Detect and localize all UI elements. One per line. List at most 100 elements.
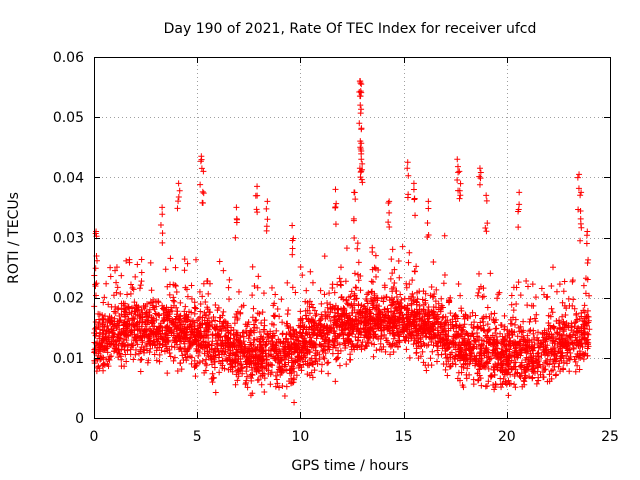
data-point — [238, 365, 245, 372]
data-point — [422, 299, 429, 306]
data-point — [395, 258, 402, 265]
data-point — [579, 344, 586, 351]
data-point — [237, 339, 244, 346]
data-point — [318, 300, 325, 307]
data-point — [584, 336, 591, 343]
data-point — [535, 329, 542, 336]
data-point — [96, 326, 103, 333]
data-point — [526, 318, 533, 325]
data-point — [508, 320, 515, 327]
data-point-spike — [159, 211, 166, 218]
data-point — [369, 244, 376, 251]
data-point-spike — [454, 163, 461, 170]
data-point — [528, 302, 535, 309]
data-point — [210, 313, 217, 320]
data-point — [303, 324, 310, 331]
data-point — [161, 304, 168, 311]
data-point — [299, 329, 306, 336]
data-point — [148, 287, 155, 294]
data-point — [512, 384, 519, 391]
data-point — [524, 283, 531, 290]
data-point — [360, 319, 367, 326]
data-point — [203, 356, 210, 363]
data-point — [155, 323, 162, 330]
data-point — [205, 290, 212, 297]
data-point — [116, 326, 123, 333]
data-point — [475, 289, 482, 296]
data-point — [273, 376, 280, 383]
data-point — [268, 284, 275, 291]
data-point — [121, 305, 128, 312]
data-point-spike — [356, 120, 363, 127]
data-point — [503, 353, 510, 360]
data-point — [206, 280, 213, 287]
data-point — [177, 299, 184, 306]
data-point — [417, 336, 424, 343]
data-point — [221, 365, 228, 372]
data-point — [284, 311, 291, 318]
data-point — [192, 305, 199, 312]
data-point — [115, 354, 122, 361]
data-point-peak — [358, 126, 365, 133]
data-point — [246, 361, 253, 368]
data-point — [288, 333, 295, 340]
data-point — [209, 370, 216, 377]
data-point — [374, 311, 381, 318]
data-point — [414, 289, 421, 296]
data-point — [511, 381, 518, 388]
data-point — [118, 363, 125, 370]
data-point — [563, 320, 570, 327]
data-point — [180, 338, 187, 345]
data-point-spike — [159, 239, 166, 246]
data-point — [364, 291, 371, 298]
data-point — [366, 327, 373, 334]
data-point — [391, 332, 398, 339]
data-point — [522, 357, 529, 364]
data-point — [134, 341, 141, 348]
data-point — [353, 317, 360, 324]
data-point — [134, 307, 141, 314]
data-point — [477, 342, 484, 349]
data-point — [491, 366, 498, 373]
data-point — [279, 363, 286, 370]
data-point — [463, 371, 470, 378]
data-point-spike — [424, 233, 431, 240]
data-point — [429, 294, 436, 301]
data-point — [418, 308, 425, 315]
data-point — [243, 354, 250, 361]
data-point-spike — [199, 188, 206, 195]
data-point — [183, 329, 190, 336]
data-point — [434, 339, 441, 346]
data-point — [381, 284, 388, 291]
data-point — [327, 309, 334, 316]
data-point — [295, 362, 302, 369]
data-point — [284, 320, 291, 327]
data-point — [470, 344, 477, 351]
data-point-spike — [357, 110, 364, 117]
data-point — [282, 344, 289, 351]
data-point-peak — [332, 186, 339, 193]
data-point — [556, 325, 563, 332]
data-point — [502, 379, 509, 386]
data-point — [486, 326, 493, 333]
data-point — [567, 353, 574, 360]
data-point — [388, 285, 395, 292]
data-point — [99, 312, 106, 319]
data-point — [106, 338, 113, 345]
data-point — [220, 267, 227, 274]
data-point — [204, 319, 211, 326]
data-point-spike — [359, 179, 366, 186]
data-point — [142, 303, 149, 310]
data-point — [332, 302, 339, 309]
data-point — [478, 325, 485, 332]
data-point — [210, 375, 217, 382]
data-point — [199, 293, 206, 300]
data-point — [446, 363, 453, 370]
data-point — [505, 332, 512, 339]
data-point — [258, 319, 265, 326]
data-point — [333, 356, 340, 363]
data-point — [355, 277, 362, 284]
data-point — [262, 341, 269, 348]
data-point — [516, 328, 523, 335]
data-point — [432, 298, 439, 305]
